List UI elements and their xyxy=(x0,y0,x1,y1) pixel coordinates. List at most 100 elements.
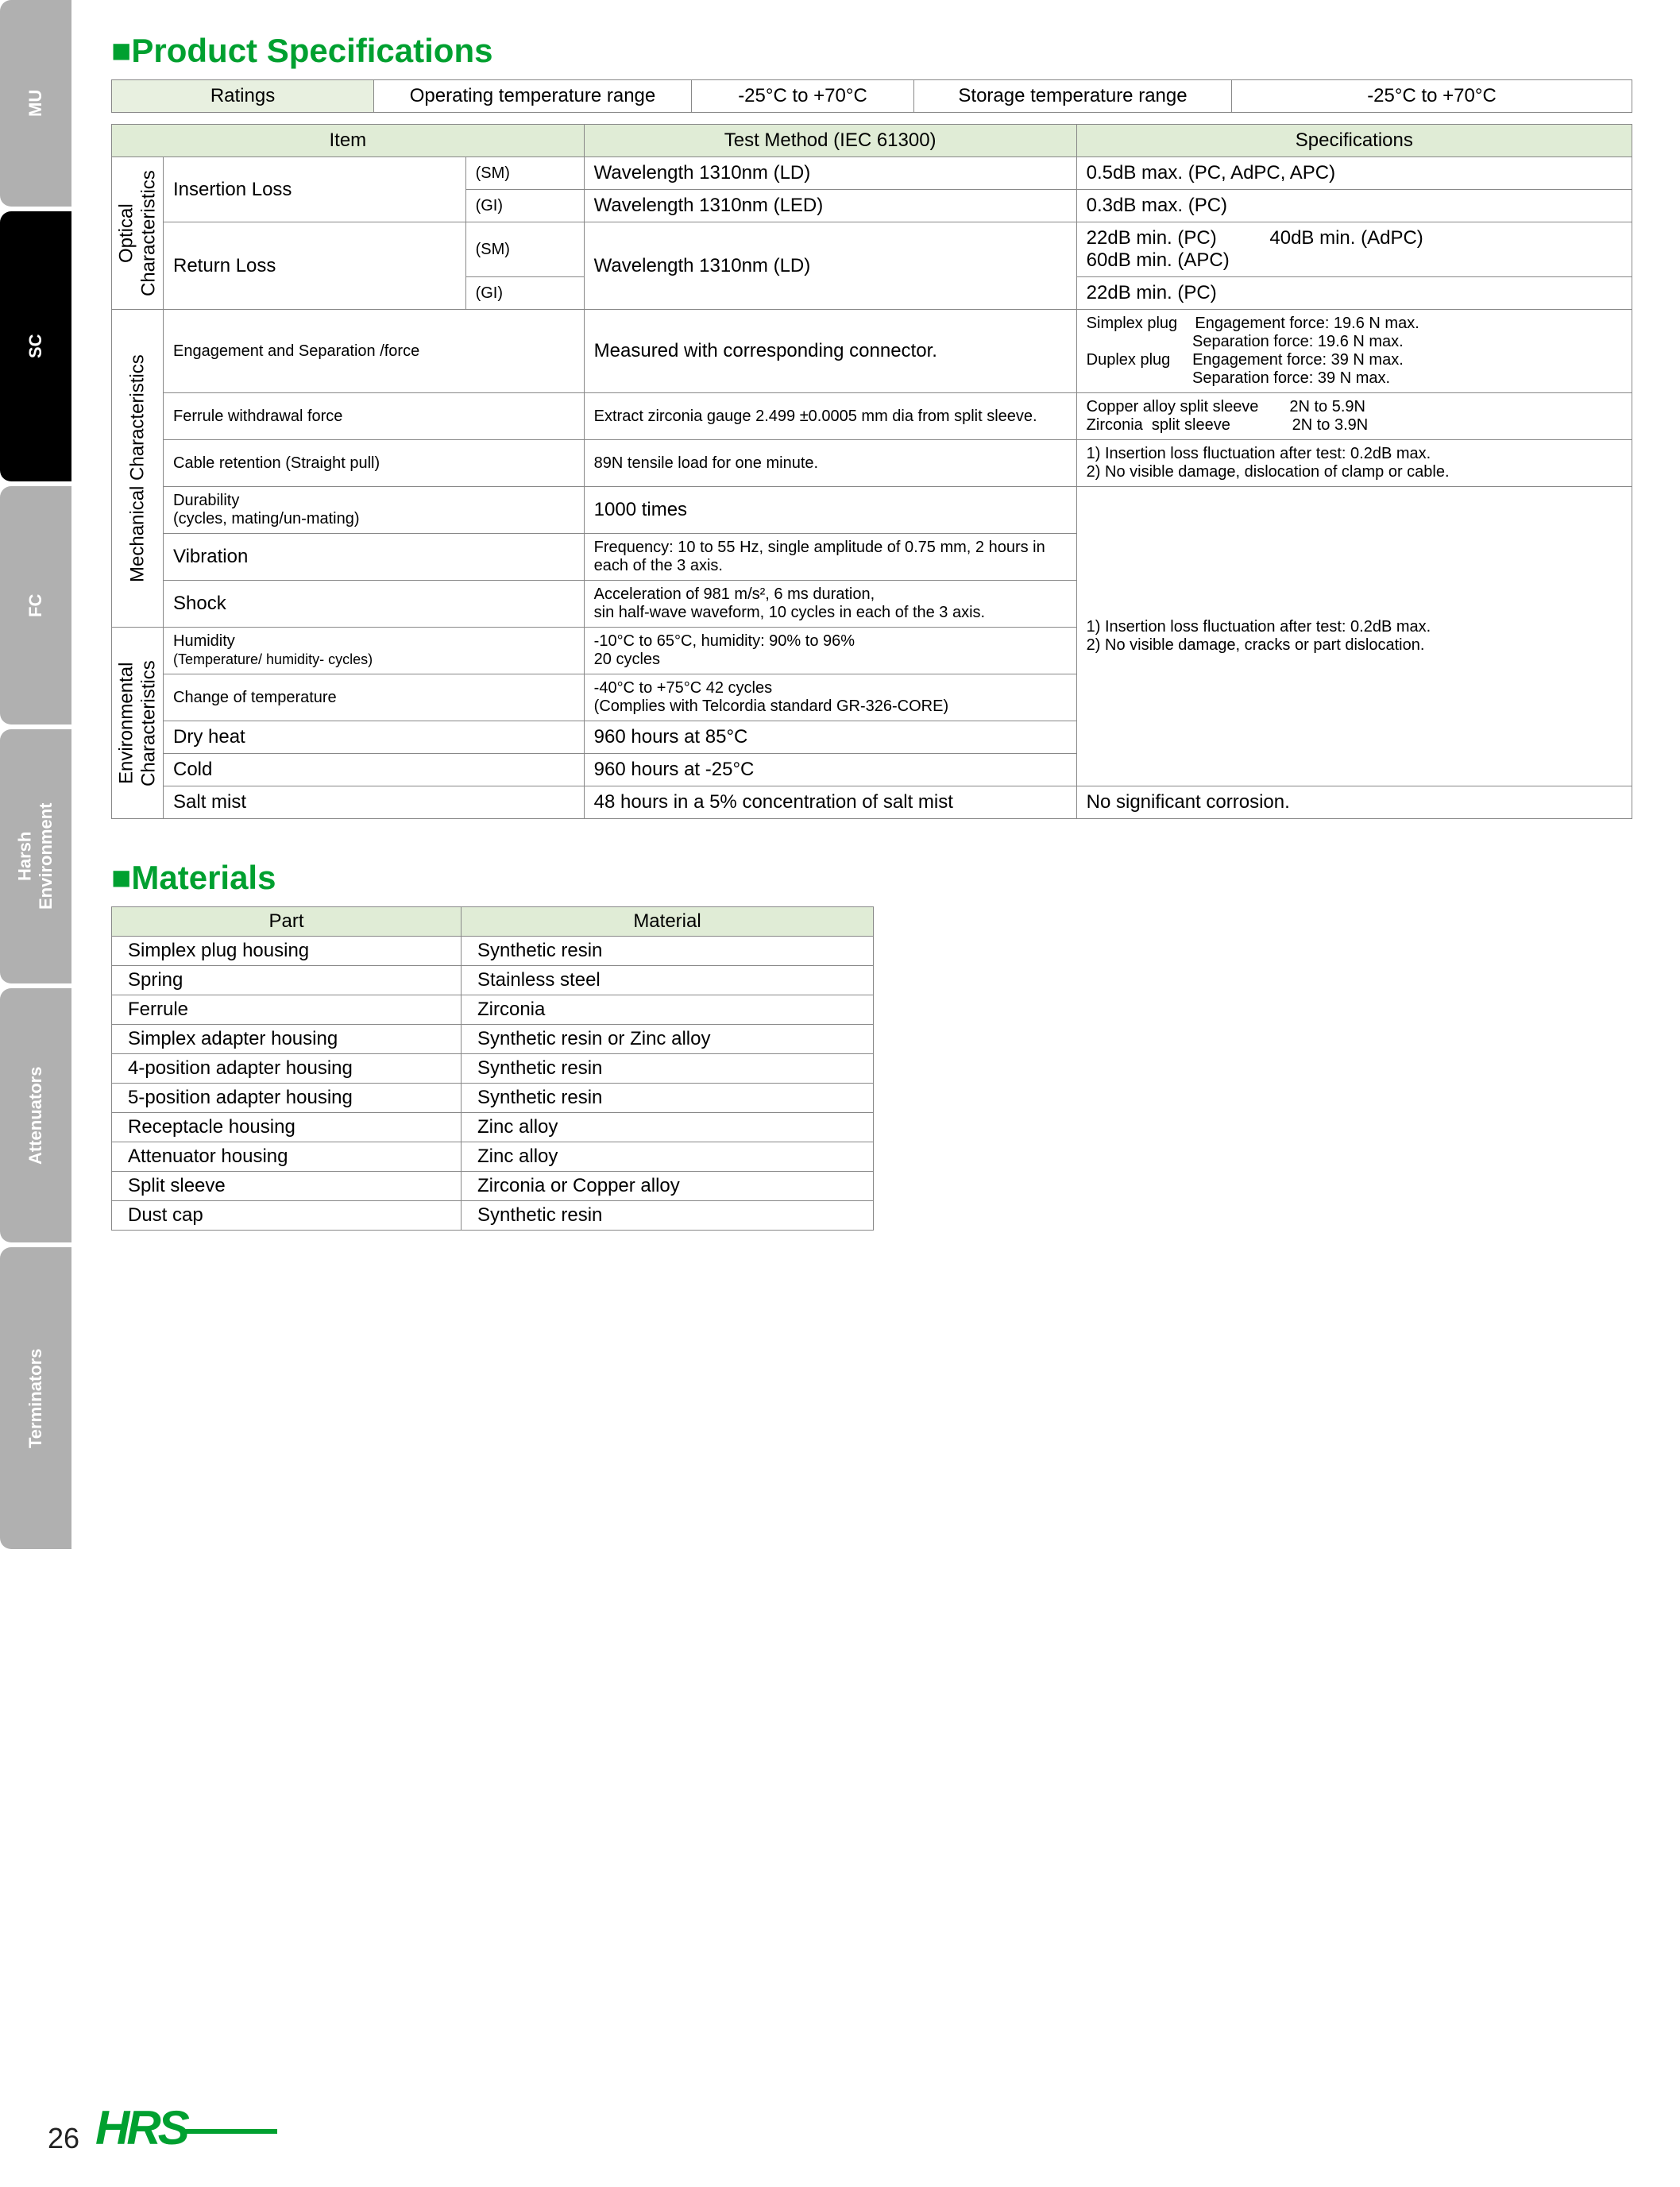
sm-label: (SM) xyxy=(465,222,584,277)
specs-heading: ■Product Specifications xyxy=(111,32,1632,70)
table-row: Simplex plug housingSynthetic resin xyxy=(112,937,874,966)
material-cell: Synthetic resin xyxy=(462,937,874,966)
ratings-label: Ratings xyxy=(112,80,374,113)
item-shock: Shock xyxy=(164,581,585,628)
item-humidity: Humidity(Temperature/ humidity- cycles) xyxy=(164,628,585,674)
part-cell: Simplex adapter housing xyxy=(112,1025,462,1054)
part-cell: 5-position adapter housing xyxy=(112,1084,462,1113)
table-row: Simplex adapter housingSynthetic resin o… xyxy=(112,1025,874,1054)
part-cell: Split sleeve xyxy=(112,1172,462,1201)
tab-fc[interactable]: FC xyxy=(0,486,71,724)
test-cell: Measured with corresponding connector. xyxy=(584,310,1076,393)
material-cell: Synthetic resin xyxy=(462,1054,874,1084)
tab-harsh-environment[interactable]: Harsh Environment xyxy=(0,729,71,983)
material-cell: Zinc alloy xyxy=(462,1142,874,1172)
test-cell: Frequency: 10 to 55 Hz, single amplitude… xyxy=(584,534,1076,581)
spec-cell: Copper alloy split sleeve 2N to 5.9N Zir… xyxy=(1076,393,1632,440)
table-row: Attenuator housingZinc alloy xyxy=(112,1142,874,1172)
header-part: Part xyxy=(112,907,462,937)
gi-label: (GI) xyxy=(465,190,584,222)
item-cold: Cold xyxy=(164,754,585,786)
spec-cell: 22dB min. (PC) xyxy=(1076,277,1632,310)
item-return-loss: Return Loss xyxy=(164,222,466,310)
group-mechanical: Mechanical Characteristics xyxy=(112,310,164,628)
test-cell: -40°C to +75°C 42 cycles (Complies with … xyxy=(584,674,1076,721)
spec-header-row: Item Test Method (IEC 61300) Specificati… xyxy=(112,125,1632,157)
material-cell: Synthetic resin or Zinc alloy xyxy=(462,1025,874,1054)
table-row: Cable retention (Straight pull) 89N tens… xyxy=(112,440,1632,487)
square-bullet-icon: ■ xyxy=(111,859,131,896)
header-test: Test Method (IEC 61300) xyxy=(584,125,1076,157)
ratings-table: Ratings Operating temperature range -25°… xyxy=(111,79,1632,113)
page-number: 26 xyxy=(48,2122,79,2155)
item-durability: Durability(cycles, mating/un-mating) xyxy=(164,487,585,534)
tab-attenuators[interactable]: Attenuators xyxy=(0,988,71,1242)
table-row: FerruleZirconia xyxy=(112,995,874,1025)
table-row: Durability(cycles, mating/un-mating) 100… xyxy=(112,487,1632,534)
part-cell: Simplex plug housing xyxy=(112,937,462,966)
tab-terminators[interactable]: Terminators xyxy=(0,1247,71,1549)
sidebar: MU SC FC Harsh Environment Attenuators T… xyxy=(0,0,71,2187)
test-cell: 89N tensile load for one minute. xyxy=(584,440,1076,487)
table-row: Split sleeveZirconia or Copper alloy xyxy=(112,1172,874,1201)
page-content: ■Product Specifications Ratings Operatin… xyxy=(71,0,1680,2187)
item-dry-heat: Dry heat xyxy=(164,721,585,754)
part-cell: Spring xyxy=(112,966,462,995)
table-row: Optical Characteristics Insertion Loss (… xyxy=(112,157,1632,190)
test-cell: Extract zirconia gauge 2.499 ±0.0005 mm … xyxy=(584,393,1076,440)
test-cell: 960 hours at -25°C xyxy=(584,754,1076,786)
table-row: Salt mist 48 hours in a 5% concentration… xyxy=(112,786,1632,819)
spec-cell: 0.5dB max. (PC, AdPC, APC) xyxy=(1076,157,1632,190)
part-cell: 4-position adapter housing xyxy=(112,1054,462,1084)
table-row: 5-position adapter housingSynthetic resi… xyxy=(112,1084,874,1113)
test-cell: Acceleration of 981 m/s², 6 ms duration,… xyxy=(584,581,1076,628)
material-cell: Zinc alloy xyxy=(462,1113,874,1142)
spec-cell: 1) Insertion loss fluctuation after test… xyxy=(1076,440,1632,487)
item-vibration: Vibration xyxy=(164,534,585,581)
test-cell: 48 hours in a 5% concentration of salt m… xyxy=(584,786,1076,819)
ratings-row: Ratings Operating temperature range -25°… xyxy=(112,80,1632,113)
material-cell: Zirconia or Copper alloy xyxy=(462,1172,874,1201)
test-cell: Wavelength 1310nm (LD) xyxy=(584,157,1076,190)
item-ferrule: Ferrule withdrawal force xyxy=(164,393,585,440)
item-salt-mist: Salt mist xyxy=(164,786,585,819)
test-cell: -10°C to 65°C, humidity: 90% to 96% 20 c… xyxy=(584,628,1076,674)
header-item: Item xyxy=(112,125,585,157)
material-cell: Zirconia xyxy=(462,995,874,1025)
hrs-logo: HRS xyxy=(95,2100,277,2155)
spec-cell: No significant corrosion. xyxy=(1076,786,1632,819)
part-cell: Receptacle housing xyxy=(112,1113,462,1142)
op-temp-value: -25°C to +70°C xyxy=(692,80,914,113)
tab-mu[interactable]: MU xyxy=(0,0,71,207)
test-cell: Wavelength 1310nm (LED) xyxy=(584,190,1076,222)
table-row: SpringStainless steel xyxy=(112,966,874,995)
part-cell: Attenuator housing xyxy=(112,1142,462,1172)
table-row: 4-position adapter housingSynthetic resi… xyxy=(112,1054,874,1084)
storage-temp-value: -25°C to +70°C xyxy=(1232,80,1632,113)
gi-label: (GI) xyxy=(465,277,584,310)
square-bullet-icon: ■ xyxy=(111,32,131,69)
table-row: Receptacle housingZinc alloy xyxy=(112,1113,874,1142)
spec-cell: Simplex plug Engagement force: 19.6 N ma… xyxy=(1076,310,1632,393)
header-spec: Specifications xyxy=(1076,125,1632,157)
materials-table: Part Material Simplex plug housingSynthe… xyxy=(111,906,874,1231)
materials-heading: ■Materials xyxy=(111,859,1632,897)
table-row: Ferrule withdrawal force Extract zirconi… xyxy=(112,393,1632,440)
material-cell: Synthetic resin xyxy=(462,1084,874,1113)
page-footer: 26 HRS xyxy=(48,2100,277,2155)
item-insertion-loss: Insertion Loss xyxy=(164,157,466,222)
table-row: Dust capSynthetic resin xyxy=(112,1201,874,1231)
test-cell: 1000 times xyxy=(584,487,1076,534)
table-row: Return Loss (SM) Wavelength 1310nm (LD) … xyxy=(112,222,1632,277)
sm-label: (SM) xyxy=(465,157,584,190)
test-cell: Wavelength 1310nm (LD) xyxy=(584,222,1076,310)
item-cable-retention: Cable retention (Straight pull) xyxy=(164,440,585,487)
part-cell: Ferrule xyxy=(112,995,462,1025)
item-change-temp: Change of temperature xyxy=(164,674,585,721)
header-material: Material xyxy=(462,907,874,937)
specifications-table: Item Test Method (IEC 61300) Specificati… xyxy=(111,124,1632,819)
spec-cell: 0.3dB max. (PC) xyxy=(1076,190,1632,222)
material-cell: Synthetic resin xyxy=(462,1201,874,1231)
tab-sc[interactable]: SC xyxy=(0,211,71,481)
part-cell: Dust cap xyxy=(112,1201,462,1231)
